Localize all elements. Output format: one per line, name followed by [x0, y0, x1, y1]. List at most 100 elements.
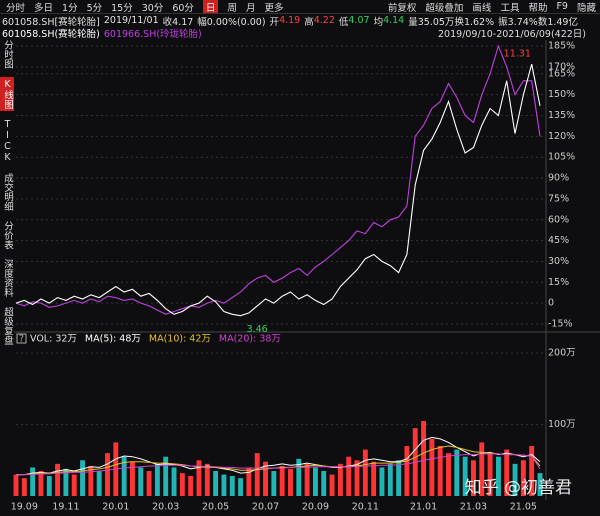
volume-bar	[179, 473, 185, 496]
volume-bar	[263, 461, 268, 496]
x-tick-label: 21.01	[410, 502, 437, 513]
y-tick-label: 15%	[548, 277, 569, 288]
volume-bar	[520, 460, 526, 496]
x-tick-label: 20.05	[202, 502, 229, 513]
volume-bar	[471, 460, 476, 496]
quote-bar: 601058.SH[赛轮轮胎] 2019/11/01 收4.17 幅0.00%(0.0…	[0, 13, 600, 28]
y-tick-label: 45%	[548, 235, 569, 246]
x-tick-label: 19.09	[11, 502, 38, 513]
x-tick-label: 20.01	[102, 502, 129, 513]
legend: 601058.SH(赛轮轮胎) 601966.SH(玲珑轮胎) 2019/09/10…	[0, 26, 600, 40]
volume-bar	[88, 466, 94, 496]
volume-bar	[321, 471, 327, 496]
side-tab[interactable]: 分时图	[2, 40, 13, 69]
period-button[interactable]: 5分	[86, 2, 103, 14]
series-line	[15, 44, 541, 315]
volume-bar	[229, 476, 235, 496]
volume-bar	[537, 473, 543, 496]
period-button[interactable]: 60分	[172, 2, 194, 14]
period-button[interactable]: 更多	[264, 2, 284, 14]
help-icon: ?	[19, 334, 24, 345]
watermark: 知乎 @初善君	[464, 478, 572, 498]
period-button[interactable]: 30分	[141, 2, 164, 14]
tool-button[interactable]: 隐藏	[576, 2, 596, 14]
volume-bar	[204, 463, 210, 496]
volume-bar	[429, 438, 435, 496]
quote-item: 2019/11/01	[103, 15, 159, 26]
series-line	[16, 436, 541, 476]
period-button[interactable]: 周	[227, 2, 237, 14]
volume-bar	[138, 467, 144, 496]
period-button[interactable]: 多日	[34, 2, 54, 14]
y-tick-label: 135%	[548, 110, 575, 121]
volume-bar	[279, 466, 285, 496]
y-tick-label: 120%	[548, 131, 575, 142]
volume-bar	[371, 461, 377, 496]
y-tick-label: 75%	[548, 193, 569, 204]
volume-bar	[329, 474, 335, 496]
x-tick-label: 21.05	[510, 502, 537, 513]
quote-item: 振3.74%	[498, 16, 538, 28]
volume-bar	[129, 461, 135, 496]
side-tab[interactable]: 分价表	[2, 220, 13, 250]
y-tick-label: -15%	[548, 319, 573, 330]
volume-bar	[396, 460, 402, 496]
y-tick-label: 30%	[548, 256, 569, 267]
volume-bar	[254, 453, 260, 496]
period-button[interactable]: 15分	[111, 2, 133, 14]
volume-bar	[304, 463, 310, 496]
y-tick-label: 185%	[548, 41, 575, 52]
volume-bar	[346, 456, 352, 496]
volume-bar	[105, 453, 110, 496]
tool-button[interactable]: 帮助	[528, 2, 548, 14]
volume-bar	[38, 471, 44, 496]
side-tab[interactable]: K线图	[0, 76, 14, 111]
tool-button[interactable]: 前复权	[387, 2, 417, 14]
volume-bar	[479, 442, 485, 496]
volume-bar	[46, 476, 52, 496]
volume-bar	[188, 476, 194, 496]
tool-button[interactable]: 画线	[472, 2, 492, 14]
volume-legend: MA(20): 38万	[219, 334, 281, 345]
y-tick-label: 90%	[548, 173, 569, 184]
tool-button[interactable]: 超级叠加	[425, 2, 464, 14]
x-tick-label: 20.03	[152, 502, 179, 513]
volume-bar	[146, 471, 152, 496]
side-tab[interactable]: 超级复盘	[2, 307, 13, 345]
quote-item: 收4.17	[162, 16, 194, 28]
period-button[interactable]: 月	[245, 2, 256, 14]
volume-bar	[387, 463, 393, 496]
volume-bar	[221, 474, 227, 496]
series-line	[16, 453, 541, 476]
series-line	[15, 63, 541, 317]
volume-bar	[337, 463, 343, 496]
y-tick-label: 165%	[548, 68, 575, 79]
tool-button[interactable]: F9	[556, 1, 568, 12]
period-button[interactable]: 分时	[6, 2, 26, 14]
quote-item: 4.22	[313, 15, 335, 26]
volume-bar	[154, 463, 160, 496]
volume-bar	[213, 471, 219, 496]
volume-bar	[55, 463, 61, 496]
period-button[interactable]: 1分	[62, 2, 78, 14]
volume-bar	[504, 449, 510, 496]
volume-bar	[246, 467, 252, 496]
tool-button[interactable]: 工具	[500, 2, 520, 14]
side-tab[interactable]: 深度资料	[2, 259, 13, 297]
y-tick-label: 150%	[548, 89, 575, 100]
volume-bar	[271, 471, 277, 496]
volume-bar	[437, 446, 443, 496]
volume-bar	[121, 456, 127, 496]
y-tick-label: 105%	[548, 152, 575, 163]
quote-item: 4.14	[383, 15, 405, 26]
x-tick-label: 20.07	[252, 502, 279, 513]
side-tab[interactable]: 成交明细	[2, 172, 13, 211]
period-button[interactable]: 日	[202, 0, 219, 14]
volume-bar	[21, 478, 27, 496]
side-tab[interactable]: TICK	[2, 118, 13, 163]
date-range: 2019/09/10-2021/06/09(422日)	[438, 28, 586, 40]
y-tick-label: 100万	[548, 419, 576, 430]
volume-bar	[495, 456, 501, 496]
